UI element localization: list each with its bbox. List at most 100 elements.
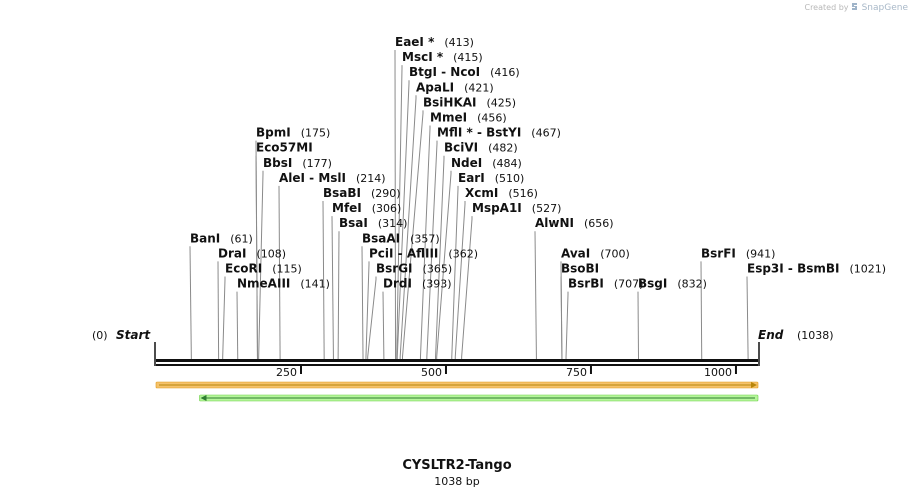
scale-tick-label: 500 (421, 366, 442, 379)
enzyme-name: Eco57MI (256, 141, 313, 155)
enzyme-leader-line (746, 276, 749, 362)
enzyme-label[interactable]: BsaI (314) (339, 216, 407, 230)
enzyme-label[interactable]: MmeI (456) (430, 111, 507, 125)
sequence-length: 1038 bp (434, 475, 480, 488)
enzyme-label[interactable]: XcmI (516) (465, 186, 538, 200)
enzyme-position: (290) (371, 187, 401, 200)
enzyme-name: EcoRI (225, 262, 262, 276)
enzyme-leader-line (700, 261, 703, 362)
enzyme-leader-line (382, 291, 385, 362)
enzyme-leader-line (217, 261, 220, 362)
enzyme-position: (393) (422, 278, 452, 291)
enzyme-name: BsaBI (323, 186, 361, 200)
enzyme-label[interactable]: EarI (510) (458, 171, 524, 185)
enzyme-label[interactable]: Eco57MI (256, 141, 313, 155)
enzyme-label[interactable]: MflI * - BstYI (467) (437, 126, 561, 140)
dna-top-strand (156, 359, 758, 362)
enzyme-position: (141) (300, 278, 330, 291)
enzyme-label[interactable]: BsoBI (561, 262, 599, 276)
enzyme-name: AlwNI (535, 216, 574, 230)
enzyme-leader-line (394, 49, 397, 362)
enzyme-label[interactable]: EaeI * (413) (395, 35, 474, 49)
enzyme-name: ApaLI (416, 80, 454, 94)
enzyme-position: (510) (495, 172, 525, 185)
enzyme-leader-line (322, 200, 325, 362)
enzyme-label[interactable]: PciI - AflIII (362) (369, 246, 478, 260)
enzyme-label[interactable]: BsrFI (941) (701, 246, 775, 260)
enzyme-position: (314) (378, 217, 408, 230)
enzyme-label[interactable]: BanI (61) (190, 231, 253, 245)
enzyme-label[interactable]: MscI * (415) (402, 50, 483, 64)
enzyme-leader-line (278, 185, 281, 362)
end-label: End (758, 328, 784, 342)
enzyme-name: BsiHKAI (423, 95, 477, 109)
enzyme-leader-line (255, 155, 258, 362)
enzyme-label[interactable]: MfeI (306) (332, 201, 401, 215)
enzyme-leader-line (189, 246, 192, 362)
enzyme-label[interactable]: BsrGI (365) (376, 262, 452, 276)
green-reverse-feature[interactable] (199, 394, 759, 402)
enzyme-position: (357) (410, 232, 440, 245)
enzyme-star-marker: * (424, 35, 435, 49)
feature-arrowhead-icon (200, 395, 207, 401)
enzyme-label[interactable]: BsrBI (707) (568, 277, 643, 291)
enzyme-label[interactable]: BsiHKAI (425) (423, 95, 516, 109)
enzyme-position: (516) (508, 187, 538, 200)
enzyme-position: (175) (301, 127, 331, 140)
enzyme-name: BciVI (444, 141, 478, 155)
enzyme-label[interactable]: BtgI - NcoI (416) (409, 65, 520, 79)
scale-tick-label: 750 (566, 366, 587, 379)
enzyme-label[interactable]: BsaAI (357) (362, 231, 440, 245)
enzyme-name-suffix: - BstYI (473, 126, 522, 140)
enzyme-label[interactable]: EcoRI (115) (225, 262, 302, 276)
enzyme-label[interactable]: MspA1I (527) (472, 201, 561, 215)
enzyme-label[interactable]: NmeAIII (141) (237, 277, 330, 291)
enzyme-position: (482) (488, 142, 518, 155)
enzyme-name: EarI (458, 171, 485, 185)
enzyme-name: AleI - MslI (279, 171, 346, 185)
enzyme-star-marker: * (462, 126, 473, 140)
enzyme-position: (421) (464, 81, 494, 94)
enzyme-name: PciI - AflIII (369, 246, 438, 260)
enzyme-label[interactable]: AlwNI (656) (535, 216, 614, 230)
dna-bottom-strand (156, 364, 758, 366)
enzyme-name: BsrBI (568, 277, 604, 291)
enzyme-label[interactable]: ApaLI (421) (416, 80, 494, 94)
scale-tick-label: 250 (276, 366, 297, 379)
enzyme-name: MspA1I (472, 201, 522, 215)
enzyme-position: (362) (448, 247, 478, 260)
enzyme-position: (700) (600, 247, 630, 260)
enzyme-label[interactable]: Esp3I - BsmBI (1021) (747, 262, 886, 276)
enzyme-label[interactable]: BciVI (482) (444, 141, 518, 155)
enzyme-position: (484) (492, 157, 522, 170)
enzyme-leader-line (331, 216, 334, 362)
enzyme-label[interactable]: NdeI (484) (451, 156, 522, 170)
enzyme-name: BsaI (339, 216, 368, 230)
enzyme-star-marker: * (433, 50, 444, 64)
enzyme-position: (108) (256, 247, 286, 260)
enzyme-label[interactable]: BsgI (832) (638, 277, 707, 291)
enzyme-label[interactable]: BsaBI (290) (323, 186, 401, 200)
enzyme-position: (306) (372, 202, 402, 215)
enzyme-name: NdeI (451, 156, 482, 170)
orange-forward-feature[interactable] (155, 381, 759, 389)
enzyme-position: (416) (490, 66, 520, 79)
enzyme-name: DrdI (383, 277, 412, 291)
enzyme-position: (707) (614, 278, 644, 291)
enzyme-label[interactable]: AvaI (700) (561, 246, 630, 260)
enzyme-name: BsoBI (561, 262, 599, 276)
enzyme-position: (425) (487, 96, 517, 109)
scale-tick-label: 1000 (704, 366, 732, 379)
enzyme-label[interactable]: BpmI (175) (256, 126, 330, 140)
enzyme-label[interactable]: AleI - MslI (214) (279, 171, 386, 185)
enzyme-label[interactable]: DrdI (393) (383, 277, 452, 291)
enzyme-name: MfeI (332, 201, 362, 215)
enzyme-position: (467) (531, 127, 561, 140)
enzyme-position: (365) (423, 263, 453, 276)
enzyme-label[interactable]: DraI (108) (218, 246, 286, 260)
title-block: CYSLTR2-Tango 1038 bp (0, 458, 914, 488)
enzyme-name: EaeI (395, 35, 424, 49)
enzyme-position: (177) (302, 157, 332, 170)
watermark-brand: SnapGene (861, 3, 908, 13)
enzyme-label[interactable]: BbsI (177) (263, 156, 332, 170)
